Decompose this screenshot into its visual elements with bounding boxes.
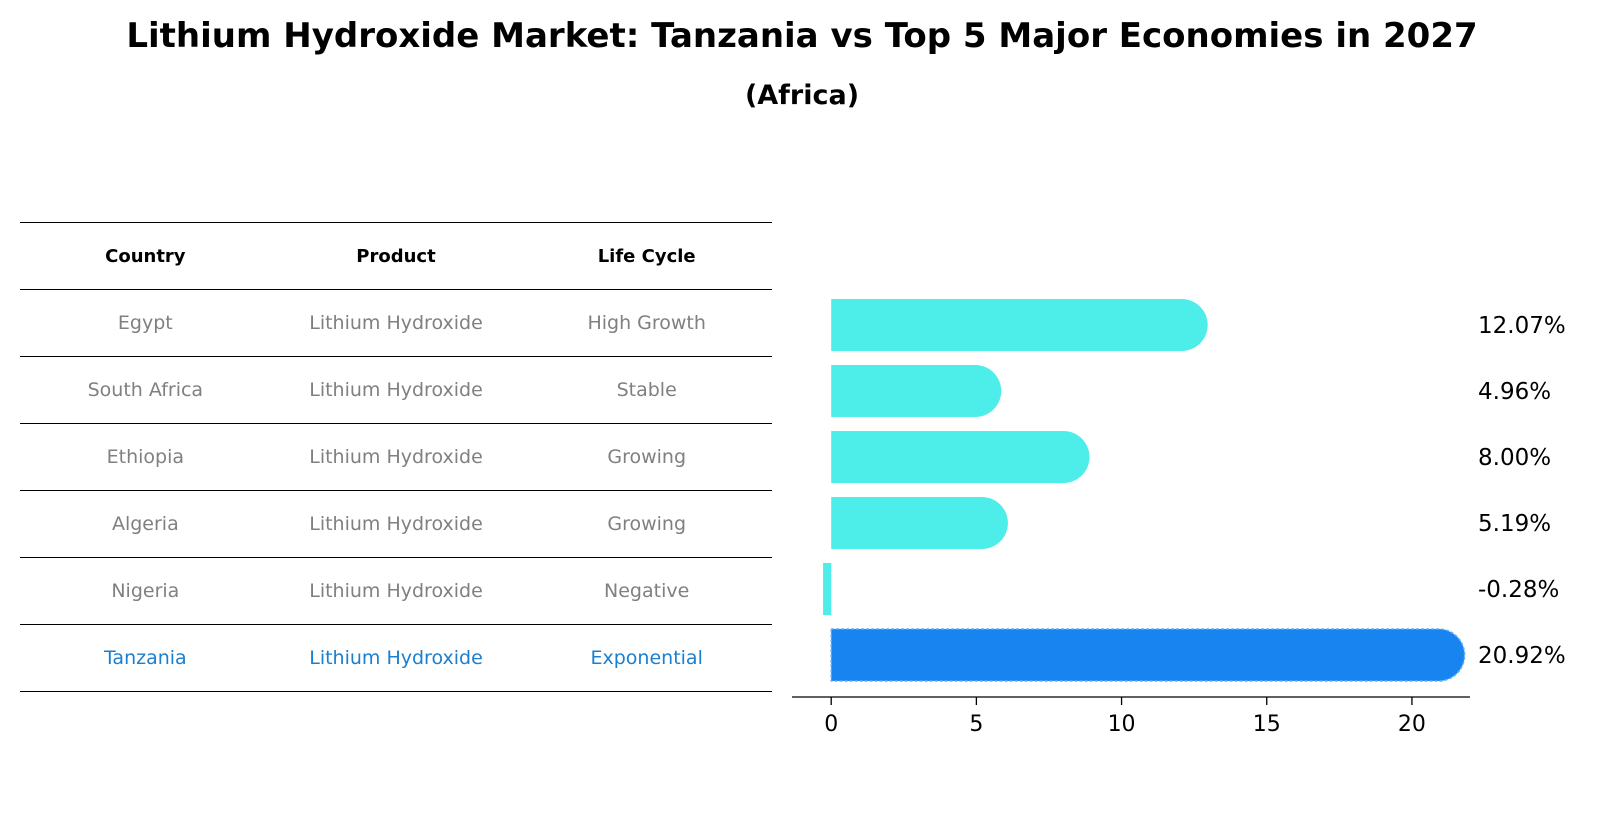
cell-product: Lithium Hydroxide: [309, 446, 483, 468]
bar: [831, 299, 1208, 351]
bar-value-label: -0.28%: [1478, 577, 1559, 603]
table-row: Ethiopia Lithium Hydroxide Growing: [20, 423, 772, 490]
bar: [831, 497, 1008, 549]
cell-life-cycle: Growing: [607, 446, 687, 468]
header-life-cycle: Life Cycle: [597, 245, 696, 267]
chart-title: Lithium Hydroxide Market: Tanzania vs To…: [126, 16, 1478, 56]
bar-highlight: [830, 628, 1466, 682]
cell-country: Algeria: [111, 513, 179, 535]
x-tick-label: 10: [1108, 712, 1136, 737]
cell-life-cycle: Exponential: [590, 647, 703, 669]
table-row: South Africa Lithium Hydroxide Stable: [20, 356, 772, 423]
x-tick-label: 15: [1253, 712, 1281, 737]
bar-value-label: 4.96%: [1478, 379, 1551, 405]
table-row: Nigeria Lithium Hydroxide Negative: [20, 557, 772, 624]
table-header-row: Country Product Life Cycle: [20, 222, 772, 289]
bar-value-label: 12.07%: [1478, 313, 1566, 339]
cell-life-cycle: High Growth: [587, 312, 706, 334]
bar-value-label: 5.19%: [1478, 511, 1551, 537]
cell-country: Tanzania: [103, 647, 187, 669]
cell-product: Lithium Hydroxide: [309, 647, 483, 669]
bar: [831, 431, 1090, 483]
comparison-table: Country Product Life Cycle Egypt Lithium…: [20, 222, 772, 692]
x-tick-label: 0: [824, 712, 838, 737]
bar-value-label: 8.00%: [1478, 445, 1551, 471]
cell-product: Lithium Hydroxide: [309, 379, 483, 401]
header-product: Product: [356, 245, 436, 267]
cell-product: Lithium Hydroxide: [309, 513, 483, 535]
x-tick-label: 20: [1398, 712, 1426, 737]
header-country: Country: [105, 245, 186, 267]
bar: [831, 365, 1002, 417]
x-tick-label: 5: [969, 712, 983, 737]
table-row-highlight: Tanzania Lithium Hydroxide Exponential: [20, 624, 772, 692]
cell-product: Lithium Hydroxide: [309, 312, 483, 334]
chart-subtitle: (Africa): [744, 80, 860, 111]
cell-life-cycle: Negative: [604, 580, 690, 602]
table-row: Algeria Lithium Hydroxide Growing: [20, 490, 772, 557]
cell-life-cycle: Stable: [616, 379, 677, 401]
cell-country: Egypt: [117, 312, 173, 334]
cell-country: Ethiopia: [106, 446, 185, 468]
cell-product: Lithium Hydroxide: [309, 580, 483, 602]
table-row: Egypt Lithium Hydroxide High Growth: [20, 289, 772, 356]
bar-value-label: 20.92%: [1478, 643, 1566, 669]
bar: [823, 563, 832, 615]
cell-country: South Africa: [87, 379, 204, 401]
cell-country: Nigeria: [111, 580, 180, 602]
cell-life-cycle: Growing: [607, 513, 687, 535]
